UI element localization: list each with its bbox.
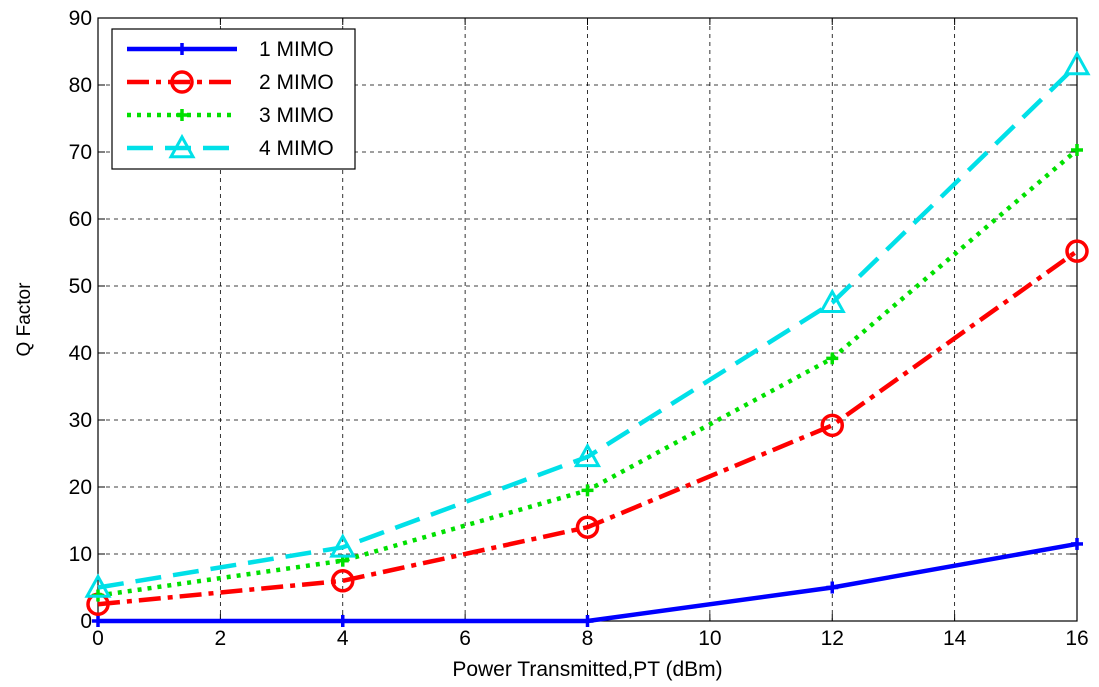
data-point	[329, 533, 357, 558]
legend-label: 1 MIMO	[259, 38, 334, 61]
axes: 0 2 4 6 8 10 12 14 16 0 10 20 30 40 50 60 70 80 90	[69, 7, 1089, 650]
data-point	[581, 484, 594, 497]
y-tick-label: 80	[69, 74, 92, 97]
y-tick-label: 40	[69, 342, 92, 365]
x-tick-label: 6	[459, 627, 471, 650]
y-tick-label: 90	[69, 7, 92, 30]
y-tick-label: 50	[69, 275, 92, 298]
legend-entry: 4 MIMO	[127, 133, 334, 160]
data-point	[826, 581, 839, 594]
y-tick-label: 10	[69, 543, 92, 566]
legend-label: 2 MIMO	[259, 71, 334, 94]
x-tick-label: 16	[1065, 627, 1088, 650]
data-point	[820, 413, 844, 438]
x-tick-label: 0	[92, 627, 104, 650]
x-tick-label: 8	[582, 627, 594, 650]
data-point	[575, 515, 600, 539]
y-tick-label: 30	[69, 409, 92, 432]
x-tick-label: 14	[943, 627, 967, 650]
legend-entry: 3 MIMO	[127, 104, 334, 127]
y-tick-label: 20	[69, 476, 92, 499]
legend-entry: 2 MIMO	[127, 70, 334, 94]
data-point	[92, 615, 104, 627]
data-point	[84, 573, 112, 598]
x-tick-label: 10	[698, 627, 721, 650]
data-point	[573, 442, 602, 468]
y-tick-label: 60	[69, 208, 92, 231]
series-4	[84, 50, 1091, 598]
data-point	[1063, 50, 1091, 76]
data-point	[581, 615, 594, 627]
data-point	[826, 352, 839, 365]
x-tick-label: 4	[337, 627, 349, 650]
series-1	[92, 537, 1083, 627]
legend-marker	[176, 109, 188, 121]
legend-label: 4 MIMO	[259, 137, 334, 160]
series-line	[97, 249, 1079, 607]
data-point	[1071, 143, 1083, 156]
data-point	[331, 569, 355, 593]
y-tick-label: 70	[69, 141, 92, 164]
x-tick-label: 12	[821, 627, 844, 650]
x-axis-label: Power Transmitted,PT (dBm)	[452, 658, 722, 681]
series	[84, 50, 1091, 627]
y-axis-label: Q Factor	[14, 282, 35, 357]
legend: 1 MIMO 2 MIMO 3 MIMO 4 MIMO	[111, 28, 356, 170]
x-tick-label: 2	[215, 627, 227, 650]
legend-entry: 1 MIMO	[127, 38, 334, 61]
data-point	[818, 288, 846, 314]
data-point	[336, 615, 349, 627]
y-tick-label: 0	[80, 610, 92, 633]
legend-box	[111, 28, 356, 170]
series-2	[86, 239, 1089, 616]
series-line	[97, 63, 1079, 590]
legend-label: 3 MIMO	[259, 104, 334, 127]
data-point	[1065, 239, 1089, 263]
data-point	[1071, 537, 1083, 550]
legend-marker	[168, 133, 196, 159]
legend-marker	[176, 43, 188, 55]
legend-marker	[170, 70, 194, 94]
